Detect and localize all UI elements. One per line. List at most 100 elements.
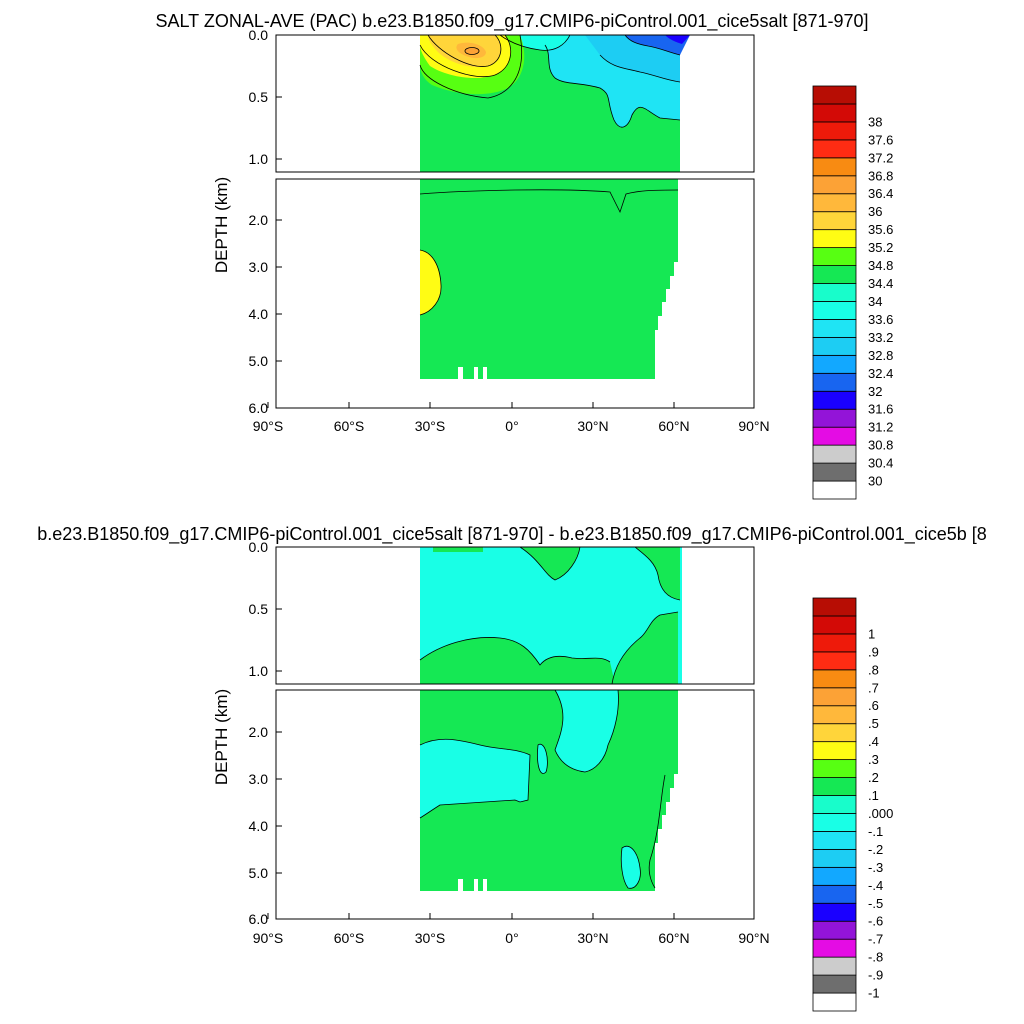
colorbar-swatch: [812, 938, 857, 958]
colorbar-swatch: [812, 301, 857, 320]
difference-x-axis: 90°S 60°S 30°S 0° 30°N 60°N 90°N: [253, 913, 770, 946]
salinity-contour-line: [419, 35, 512, 77]
y-tick-label: 5.0: [249, 353, 269, 369]
colorbar-level-label: 38: [868, 114, 882, 129]
colorbar-level-label: 31.2: [868, 420, 893, 435]
y-tick-label: 6.0: [249, 400, 269, 416]
salinity-contours: [419, 35, 681, 316]
colorbar-level-label: 34.4: [868, 276, 893, 291]
salinity-contour-line: [599, 54, 681, 83]
difference-y-axis-label: DEPTH (km): [212, 689, 231, 785]
x-tick-label: 0°: [505, 930, 518, 946]
x-tick-label: 0°: [505, 418, 518, 434]
colorbar-swatch: [812, 723, 857, 743]
y-tick-label: 0.5: [249, 601, 269, 617]
y-tick-label: 0.0: [249, 539, 269, 555]
colorbar-level-label: 36.4: [868, 186, 893, 201]
colorbar-level-label: .6: [868, 698, 879, 713]
difference-contour-line: [419, 637, 611, 666]
colorbar-swatch: [812, 956, 857, 976]
colorbar-swatch: [812, 687, 857, 707]
colorbar-swatch: [812, 229, 857, 249]
salinity-bottom-gap-1: [458, 367, 463, 379]
colorbar-swatch: [812, 795, 857, 814]
colorbar-swatch: [812, 319, 857, 338]
salinity-bottom-gap-3: [483, 367, 487, 379]
difference-y-axis: 0.0 0.5 1.0 2.0 3.0 4.0 5.0 6.0: [249, 539, 282, 927]
y-tick-label: 1.0: [249, 663, 269, 679]
salinity-lower-base: [420, 179, 678, 379]
colorbar-swatch: [812, 426, 857, 446]
colorbar-swatch: [812, 157, 857, 177]
colorbar-level-label: 36: [868, 204, 882, 219]
colorbar-level-label: -.7: [868, 932, 883, 947]
x-tick-label: 30°N: [577, 418, 608, 434]
colorbar-swatch: [812, 633, 857, 653]
y-tick-label: 5.0: [249, 865, 269, 881]
colorbar-level-label: 30.8: [868, 438, 893, 453]
difference-lower-base: [420, 690, 678, 891]
colorbar-swatch: [812, 866, 857, 886]
x-tick-label: 60°N: [658, 418, 689, 434]
colorbar-level-label: -.9: [868, 968, 883, 983]
colorbar-level-label: 37.2: [868, 150, 893, 165]
colorbar-swatch: [812, 902, 857, 922]
salinity-deep-high-region: [420, 250, 442, 315]
difference-contour-line: [519, 547, 581, 581]
colorbar-swatch: [812, 175, 857, 195]
difference-upper-green-north: [612, 612, 678, 684]
salinity-colorbar: 30 30.4 30.8 31.2 31.6 32 32.4 32.8 33.2 33.6 34 34…: [812, 85, 893, 500]
difference-contour-line: [419, 738, 531, 819]
salinity-lower-frame: [275, 178, 755, 409]
x-tick-label: 90°N: [738, 930, 769, 946]
salinity-contour-line: [499, 35, 571, 51]
colorbar-swatch: [812, 444, 857, 464]
colorbar-swatch: [812, 408, 857, 428]
colorbar-level-label: 35.2: [868, 240, 893, 255]
salinity-south-max-peak: [464, 47, 480, 55]
colorbar-level-label: .9: [868, 644, 879, 659]
y-tick-label: 3.0: [249, 259, 269, 275]
colorbar-level-label: 1: [868, 626, 875, 641]
colorbar-swatch: [812, 920, 857, 940]
colorbar-swatch: [812, 480, 857, 500]
difference-contour-line: [620, 845, 641, 889]
y-tick-label: 0.0: [249, 27, 269, 43]
salinity-contour-line: [419, 189, 679, 214]
colorbar-swatch: [812, 759, 857, 778]
salinity-arctic-core-region: [665, 35, 690, 44]
difference-upper-green-south: [420, 637, 615, 684]
colorbar-level-label: 34: [868, 294, 882, 309]
salinity-upper-frame: [275, 34, 755, 173]
colorbar-level-label: .8: [868, 662, 879, 677]
colorbar-swatch: [812, 597, 857, 617]
salinity-contour-line: [419, 249, 442, 316]
difference-bottom-gap-2: [474, 879, 478, 891]
difference-upper-green-surface-1: [520, 547, 580, 580]
colorbar-swatch: [812, 193, 857, 213]
colorbar-swatch: [812, 283, 857, 302]
x-tick-label: 60°N: [658, 930, 689, 946]
x-tick-label: 60°S: [334, 418, 365, 434]
colorbar-swatch: [812, 884, 857, 904]
x-tick-label: 60°S: [334, 930, 365, 946]
difference-colorbar: -1 -.9 -.8 -.7 -.6 -.5 -.4 -.3 -.2 -.1 .000 .1 .2 .3.…: [812, 597, 893, 1012]
y-tick-label: 4.0: [249, 818, 269, 834]
difference-lower-fresh-patch: [537, 744, 548, 774]
colorbar-swatch: [812, 139, 857, 159]
colorbar-swatch: [812, 669, 857, 689]
difference-title: b.e23.B1850.f09_g17.CMIP6-piControl.001_…: [37, 524, 987, 545]
colorbar-swatch: [812, 462, 857, 482]
colorbar-swatch: [812, 121, 857, 141]
x-tick-label: 30°N: [577, 930, 608, 946]
colorbar-level-label: 32: [868, 384, 882, 399]
colorbar-level-label: -.4: [868, 878, 883, 893]
x-tick-label: 90°N: [738, 418, 769, 434]
colorbar-swatch: [812, 705, 857, 725]
colorbar-swatch: [812, 831, 857, 850]
difference-upper-green-surface-3: [433, 547, 483, 552]
colorbar-swatch: [812, 390, 857, 410]
salinity-lower-field: [420, 179, 678, 379]
colorbar-level-label: 34.8: [868, 258, 893, 273]
colorbar-swatch: [812, 741, 857, 761]
